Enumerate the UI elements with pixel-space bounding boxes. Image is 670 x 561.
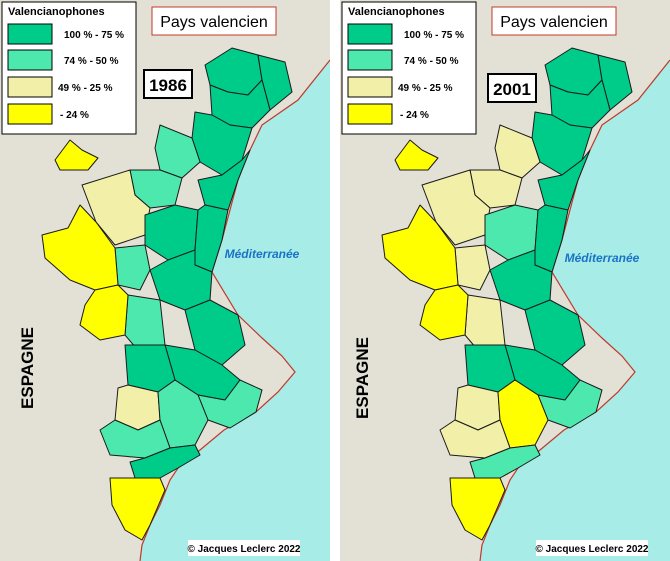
legend-swatch bbox=[7, 49, 53, 71]
comarca-south-6 bbox=[439, 419, 511, 459]
legend-swatch bbox=[347, 23, 393, 45]
region-title: Pays valencien bbox=[500, 14, 608, 31]
comarca-south-3 bbox=[537, 379, 603, 429]
legend: Valencianophones 100 % - 75 % 74 % - 50 … bbox=[1, 1, 137, 135]
comarca-south-6 bbox=[99, 419, 171, 459]
legend-label: 100 % - 75 % bbox=[404, 30, 464, 41]
legend-label: 74 % - 50 % bbox=[64, 56, 119, 67]
credit-box bbox=[536, 540, 648, 556]
panel-divider bbox=[330, 0, 334, 561]
credit-label: © Jacques Leclerc 2022 bbox=[188, 544, 301, 555]
comarca-center-3 bbox=[149, 249, 213, 311]
legend-title: Valencianophones bbox=[348, 6, 445, 18]
legend-item: 100 % - 75 % bbox=[347, 23, 464, 45]
year-label: 2001 bbox=[493, 80, 531, 99]
legend-item: 49 % - 25 % bbox=[7, 76, 113, 98]
comarca-west-2 bbox=[419, 284, 469, 341]
legend-swatch bbox=[347, 76, 393, 98]
credit-box bbox=[188, 540, 300, 556]
legend-swatch bbox=[347, 103, 393, 125]
credit-label: © Jacques Leclerc 2022 bbox=[536, 544, 649, 555]
legend-item: - 24 % bbox=[7, 103, 89, 125]
sea-label: Méditerranée bbox=[225, 247, 300, 261]
map-panel-2001: Valencianophones 100 % - 75 % 74 % - 50 … bbox=[340, 0, 670, 561]
region-title-box bbox=[491, 6, 617, 36]
comarca-far-south bbox=[109, 477, 166, 541]
country-label: ESPAGNE bbox=[18, 327, 37, 409]
legend-swatch bbox=[347, 49, 393, 71]
comarca-enclave bbox=[54, 139, 99, 171]
comarca-enclave bbox=[394, 139, 439, 171]
legend-label: 74 % - 50 % bbox=[404, 56, 459, 67]
comarca-west-2 bbox=[79, 284, 129, 341]
legend-label: 49 % - 25 % bbox=[398, 83, 453, 94]
legend-label: - 24 % bbox=[400, 110, 429, 121]
comarques bbox=[41, 47, 293, 541]
legend-title: Valencianophones bbox=[8, 6, 105, 18]
comarca-south-3 bbox=[197, 379, 263, 429]
legend-item: 74 % - 50 % bbox=[7, 49, 119, 71]
legend-label: 100 % - 75 % bbox=[64, 30, 124, 41]
legend-swatch bbox=[7, 23, 53, 45]
comarques bbox=[381, 47, 633, 541]
region-title: Pays valencien bbox=[160, 14, 268, 31]
legend-label: 49 % - 25 % bbox=[58, 83, 113, 94]
legend-label: - 24 % bbox=[60, 110, 89, 121]
map-panel-1986: Valencianophones 100 % - 75 % 74 % - 50 … bbox=[0, 0, 331, 561]
country-label: ESPAGNE bbox=[353, 337, 372, 419]
legend-swatch bbox=[7, 103, 53, 125]
sea-area bbox=[140, 60, 330, 561]
legend: Valencianophones 100 % - 75 % 74 % - 50 … bbox=[341, 1, 477, 135]
year-box bbox=[143, 69, 193, 99]
comarca-far-south bbox=[449, 477, 506, 541]
legend-swatch bbox=[7, 76, 53, 98]
legend-item: 49 % - 25 % bbox=[347, 76, 453, 98]
legend-item: 100 % - 75 % bbox=[7, 23, 124, 45]
year-box bbox=[487, 73, 537, 103]
legend-item: 74 % - 50 % bbox=[347, 49, 459, 71]
sea-label: Méditerranée bbox=[565, 251, 640, 265]
comarca-center-3 bbox=[489, 249, 553, 311]
comarca-west-1 bbox=[381, 204, 459, 291]
sea-area bbox=[480, 60, 670, 561]
region-title-box bbox=[151, 6, 277, 36]
legend-item: - 24 % bbox=[347, 103, 429, 125]
comarca-west-1 bbox=[41, 204, 119, 291]
year-label: 1986 bbox=[149, 76, 187, 95]
